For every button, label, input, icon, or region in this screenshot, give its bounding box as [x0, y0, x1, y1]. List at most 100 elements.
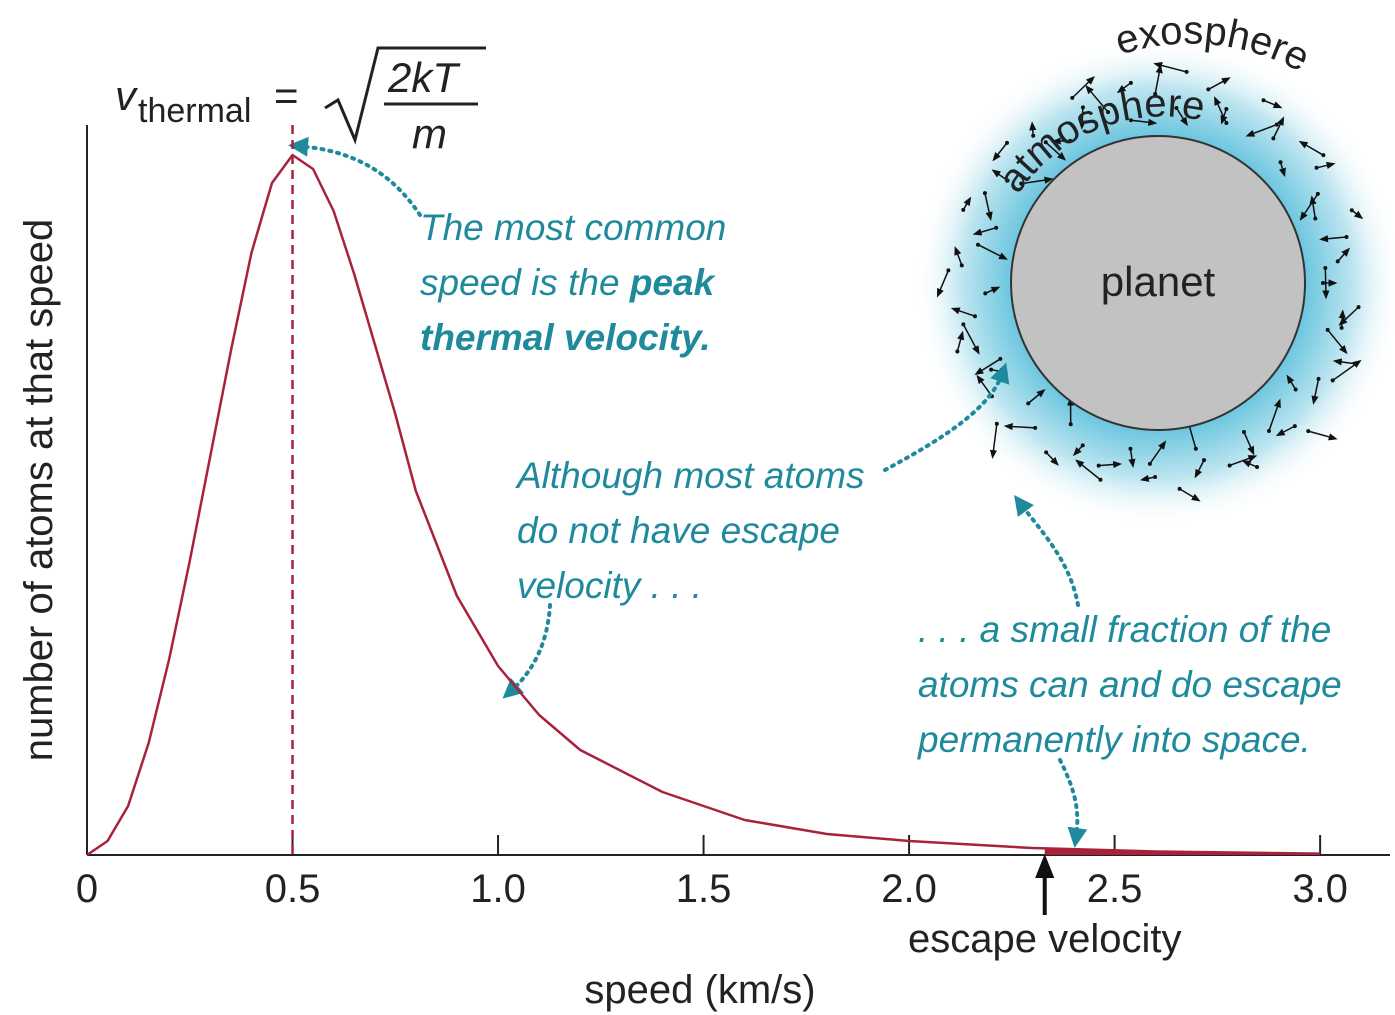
x-tick-label: 0	[76, 867, 98, 911]
atom	[1153, 92, 1158, 97]
pointer-tail	[1058, 758, 1088, 848]
atom-arrow	[989, 423, 998, 460]
atom	[961, 322, 966, 327]
formula: v thermal = 2kT m	[115, 46, 486, 157]
annotation-text: peak	[629, 262, 717, 303]
distribution-curve	[86, 153, 1321, 857]
planet	[1010, 135, 1306, 431]
planet-diagram: planet atmosphere exosphere	[913, 9, 1395, 528]
annotation-line: The most common	[420, 207, 726, 248]
atom-arrow	[1078, 107, 1086, 130]
atom	[1227, 463, 1232, 468]
atom	[1349, 208, 1354, 213]
atom-arrow	[972, 226, 997, 236]
annotation-line: velocity . . .	[517, 565, 702, 606]
atom-arrow	[1153, 62, 1187, 73]
atom	[1292, 424, 1297, 429]
annotation-text: do not have escape	[517, 510, 840, 551]
atom-arrow	[1214, 96, 1228, 124]
atom	[946, 268, 951, 273]
atom	[1255, 465, 1260, 470]
atom	[1184, 69, 1189, 74]
atom-arrow	[1021, 176, 1054, 185]
atom	[982, 191, 987, 196]
escape-label: escape velocity	[908, 917, 1181, 961]
atom-arrow	[1286, 374, 1297, 390]
atom	[959, 263, 964, 268]
atom	[1321, 281, 1325, 285]
pointer-curve	[502, 603, 552, 699]
atom-arrow	[950, 307, 976, 317]
atom	[1033, 425, 1038, 430]
atom	[1005, 140, 1010, 145]
atom-arrow	[1309, 195, 1317, 219]
atom-arrow	[1027, 389, 1046, 404]
atom-arrow	[1268, 398, 1281, 432]
atom-arrow	[1327, 329, 1348, 355]
sqrt-sign	[324, 46, 486, 145]
formula-subscript: thermal	[138, 92, 251, 130]
atom	[1019, 181, 1024, 186]
atom-arrow	[984, 192, 993, 221]
atom-arrow	[1175, 107, 1188, 127]
atom	[1356, 305, 1361, 310]
atom-arrow	[1311, 378, 1320, 405]
atom-arrow	[1116, 82, 1132, 94]
atom	[1068, 422, 1073, 427]
atom-arrow	[1338, 309, 1346, 328]
atom	[1193, 446, 1198, 451]
atom	[1306, 429, 1311, 434]
atom	[994, 225, 999, 230]
atom-arrow	[1098, 460, 1123, 469]
annotation-line: thermal velocity.	[420, 317, 711, 358]
atom	[1330, 378, 1335, 383]
atom-arrow	[1207, 77, 1231, 91]
atom	[972, 314, 977, 319]
x-tick-label: 1.0	[470, 867, 526, 911]
atom-arrow	[1003, 422, 1036, 431]
annotation-line: permanently into space.	[917, 719, 1311, 760]
atom	[976, 242, 981, 247]
atom	[1096, 463, 1101, 468]
atom	[998, 356, 1003, 361]
atom	[955, 349, 960, 354]
pointer-exosphere	[1014, 494, 1080, 607]
atom	[1321, 153, 1326, 158]
atom-arrow	[1308, 430, 1338, 441]
x-axis-title: speed (km/s)	[584, 968, 815, 1012]
atom-arrow	[992, 142, 1008, 162]
annotation-line: atoms can and do escape	[918, 664, 1342, 705]
atom	[1241, 429, 1246, 434]
atom	[983, 291, 988, 296]
atom	[1031, 133, 1036, 138]
atom-arrow	[1243, 431, 1255, 456]
atom	[989, 367, 994, 372]
atom	[1128, 80, 1133, 85]
atom-arrow	[1154, 64, 1163, 95]
atom-arrow	[1130, 118, 1158, 126]
atom	[1206, 87, 1211, 92]
formula-denominator: m	[412, 110, 447, 157]
atom-arrow	[1322, 267, 1330, 300]
atom	[1314, 165, 1319, 170]
atom-arrow	[1128, 448, 1136, 469]
atom	[1177, 486, 1182, 491]
atom	[1068, 138, 1073, 143]
atom	[1098, 477, 1103, 482]
atom-arrow	[936, 270, 950, 298]
atom	[1344, 235, 1349, 240]
atom-arrow	[1319, 235, 1347, 243]
annotation-line: . . . a small fraction of the	[918, 609, 1331, 650]
atom-arrow	[1332, 359, 1362, 382]
atom	[1070, 95, 1075, 100]
atom	[1128, 118, 1133, 123]
atom	[1043, 140, 1048, 145]
atom-arrow	[1179, 488, 1201, 502]
atom	[1335, 259, 1340, 264]
annotation-line: speed is the peak	[420, 262, 717, 303]
annotation-line: do not have escape	[517, 510, 840, 551]
atom-arrow	[1338, 306, 1360, 326]
atom	[1261, 98, 1266, 103]
x-tick-label: 2.5	[1087, 867, 1143, 911]
annotation-text: . . . a small fraction of the	[918, 609, 1331, 650]
